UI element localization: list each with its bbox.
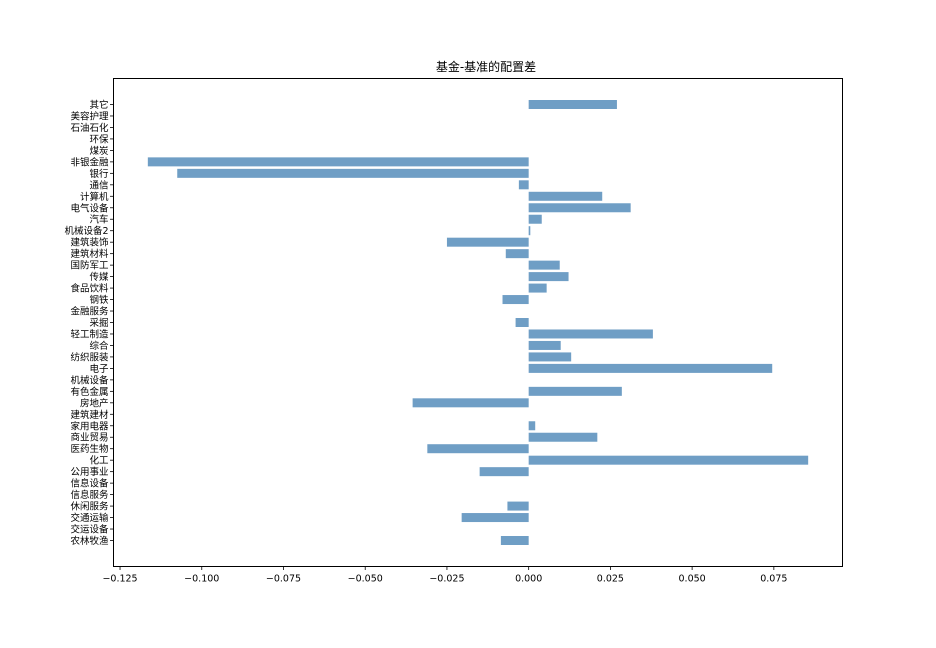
chart-title: 基金-基准的配置差 — [436, 59, 536, 74]
bar — [528, 363, 773, 373]
bar — [528, 272, 569, 282]
y-tick-label: 石油石化 — [70, 122, 109, 134]
bar — [528, 260, 560, 270]
bar — [505, 249, 529, 259]
bar — [427, 444, 529, 454]
bar — [528, 214, 542, 224]
y-tick-label: 交通运输 — [70, 512, 109, 524]
x-tick-label: 0.000 — [515, 574, 542, 585]
bar — [461, 513, 529, 523]
plot-frame — [113, 78, 843, 567]
bar — [528, 421, 536, 431]
bar — [515, 318, 529, 327]
y-tick-label: 计算机 — [80, 191, 109, 203]
x-tick-label: −0.025 — [429, 574, 464, 585]
y-tick-label: 汽车 — [89, 214, 108, 226]
y-tick-label: 医药生物 — [70, 443, 109, 455]
y-tick-label: 综合 — [89, 340, 109, 352]
bar — [446, 237, 529, 247]
bar — [479, 467, 529, 477]
y-tick-label: 农林牧渔 — [70, 535, 109, 547]
y-tick-label: 商业贸易 — [70, 432, 108, 444]
y-axis: 农林牧渔交运设备交通运输休闲服务信息服务信息设备公用事业化工医药生物商业贸易家用… — [64, 99, 114, 547]
x-tick-label: −0.075 — [266, 574, 301, 585]
y-tick-label: 建筑装饰 — [70, 237, 108, 249]
y-tick-label: 信息服务 — [70, 489, 109, 501]
y-tick-label: 机械设备 — [70, 374, 109, 386]
bar — [412, 398, 529, 408]
bar-series — [147, 100, 809, 545]
y-tick-label: 传媒 — [89, 271, 109, 283]
y-tick-label: 房地产 — [80, 397, 109, 409]
y-tick-label: 其它 — [89, 99, 108, 111]
bar — [177, 168, 529, 178]
y-tick-label: 电气设备 — [70, 202, 109, 214]
x-tick-label: 0.075 — [760, 574, 787, 585]
y-tick-label: 金融服务 — [70, 306, 109, 318]
x-tick-label: 0.025 — [597, 574, 624, 585]
y-tick-label: 建筑材料 — [70, 248, 109, 260]
y-tick-label: 食品饮料 — [70, 283, 109, 295]
y-tick-label: 信息设备 — [70, 478, 109, 490]
bar — [528, 432, 598, 442]
y-tick-label: 采掘 — [89, 317, 108, 329]
y-tick-label: 轻工制造 — [70, 328, 109, 340]
y-tick-label: 化工 — [89, 455, 109, 467]
bar — [502, 295, 529, 305]
y-tick-label: 美容护理 — [70, 110, 109, 122]
y-tick-label: 煤炭 — [89, 145, 109, 157]
bar — [528, 283, 547, 293]
bar — [528, 329, 653, 339]
x-tick-label: −0.125 — [102, 574, 137, 585]
x-tick-label: −0.050 — [348, 574, 383, 585]
bar — [147, 157, 529, 167]
bar — [528, 455, 809, 465]
bar — [500, 536, 529, 545]
x-tick-label: 0.050 — [679, 574, 706, 585]
bar — [528, 340, 561, 350]
bar — [528, 191, 603, 201]
bar — [528, 203, 631, 213]
y-tick-label: 建筑建材 — [70, 409, 109, 421]
y-tick-label: 休闲服务 — [70, 501, 109, 513]
y-tick-label: 公用事业 — [70, 466, 108, 478]
y-tick-label: 交运设备 — [70, 524, 109, 536]
y-tick-label: 机械设备2 — [64, 225, 108, 237]
bar — [507, 501, 529, 511]
y-tick-label: 环保 — [89, 133, 109, 145]
y-tick-label: 家用电器 — [70, 420, 109, 432]
bar — [528, 386, 622, 396]
y-tick-label: 银行 — [89, 168, 109, 180]
y-tick-label: 纺织服装 — [70, 351, 109, 363]
y-tick-label: 通信 — [89, 179, 108, 191]
x-axis: −0.125 −0.100 −0.075 −0.050 −0.025 0.000 0.025… — [102, 566, 787, 585]
y-tick-label: 非银金融 — [70, 156, 109, 168]
y-tick-label: 电子 — [89, 363, 109, 375]
bar — [528, 100, 617, 109]
bar — [518, 180, 529, 190]
y-tick-label: 钢铁 — [89, 294, 109, 306]
x-tick-label: −0.100 — [184, 574, 219, 585]
y-tick-label: 有色金属 — [70, 386, 108, 398]
y-tick-label: 国防军工 — [70, 260, 109, 272]
bar — [528, 352, 572, 362]
bar — [528, 226, 531, 236]
